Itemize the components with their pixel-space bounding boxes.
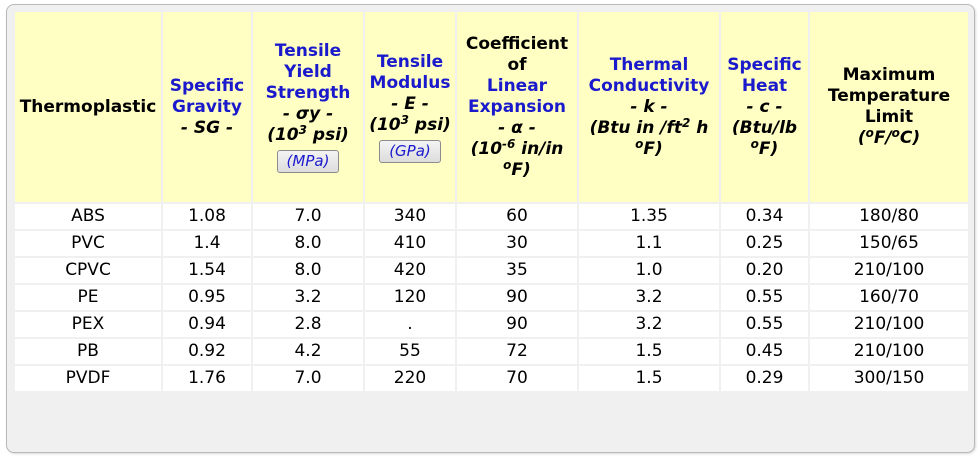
cell-linear-expansion: 60 xyxy=(457,204,577,229)
cell-thermal-conductivity: 1.5 xyxy=(579,339,719,364)
header-tensile-modulus-unit: (103 psi) xyxy=(369,112,451,135)
header-linear-expansion-symbol: - α - xyxy=(498,117,536,138)
cell-specific-gravity: 0.94 xyxy=(163,312,251,337)
header-tensile-yield-strength-unit: (103 psi) xyxy=(267,123,349,145)
cell-tensile-yield-strength: 2.8 xyxy=(253,312,363,337)
header-tensile-yield-strength-symbol: - σy - xyxy=(282,104,334,124)
cell-tensile-yield-strength: 4.2 xyxy=(253,339,363,364)
header-specific-heat-symbol: - c - xyxy=(746,96,783,117)
cell-specific-gravity: 1.08 xyxy=(163,204,251,229)
header-thermal-conductivity-symbol: - k - xyxy=(630,96,668,117)
cell-linear-expansion: 70 xyxy=(457,366,577,391)
header-linear-expansion: Coefficient of Linear Expansion - α - (1… xyxy=(457,12,577,202)
header-specific-gravity-name: Specific Gravity xyxy=(169,75,245,117)
cell-tensile-yield-strength: 8.0 xyxy=(253,258,363,283)
cell-linear-expansion: 30 xyxy=(457,231,577,256)
header-tensile-modulus-name: Tensile Modulus xyxy=(369,51,451,93)
cell-max-temperature: 210/100 xyxy=(810,312,968,337)
cell-tensile-modulus: 410 xyxy=(365,231,455,256)
header-tensile-yield-strength: Tensile Yield Strength - σy - (103 psi) … xyxy=(253,12,363,202)
header-specific-heat-unit: (Btu/lb oF) xyxy=(731,117,798,159)
cell-max-temperature: 160/70 xyxy=(810,285,968,310)
cell-max-temperature: 180/80 xyxy=(810,204,968,229)
cell-thermoplastic: PB xyxy=(15,339,161,364)
cell-max-temperature: 210/100 xyxy=(810,339,968,364)
cell-max-temperature: 300/150 xyxy=(810,366,968,391)
table-row: ABS 1.08 7.0 340 60 1.35 0.34 180/80 xyxy=(15,204,968,229)
cell-tensile-yield-strength: 3.2 xyxy=(253,285,363,310)
cell-tensile-modulus: 220 xyxy=(365,366,455,391)
cell-specific-heat: 0.34 xyxy=(721,204,808,229)
cell-thermoplastic: ABS xyxy=(15,204,161,229)
table-row: PEX 0.94 2.8. 90 3.2 0.55 210/100 xyxy=(15,312,968,337)
header-specific-heat: Specific Heat - c - (Btu/lb oF) xyxy=(721,12,808,202)
table-row: CPVC 1.54 8.0 420 35 1.0 0.20 210/100 xyxy=(15,258,968,283)
cell-tensile-yield-strength: 8.0 xyxy=(253,231,363,256)
cell-specific-gravity: 0.92 xyxy=(163,339,251,364)
cell-tensile-modulus: 120 xyxy=(365,285,455,310)
header-tensile-yield-strength-name: Tensile Yield Strength xyxy=(265,41,351,103)
cell-linear-expansion: 90 xyxy=(457,285,577,310)
cell-specific-gravity: 1.4 xyxy=(163,231,251,256)
mpa-unit-button[interactable]: (MPa) xyxy=(276,150,340,173)
cell-tensile-yield-strength: 7.0 xyxy=(253,366,363,391)
header-specific-gravity: Specific Gravity - SG - xyxy=(163,12,251,202)
cell-tensile-modulus: 55 xyxy=(365,339,455,364)
cell-specific-gravity: 1.54 xyxy=(163,258,251,283)
cell-thermoplastic: PE xyxy=(15,285,161,310)
cell-linear-expansion: 72 xyxy=(457,339,577,364)
cell-thermoplastic: PVDF xyxy=(15,366,161,391)
header-tensile-modulus: Tensile Modulus - E - (103 psi) (GPa) xyxy=(365,12,455,202)
cell-thermal-conductivity: 1.1 xyxy=(579,231,719,256)
cell-specific-heat: 0.25 xyxy=(721,231,808,256)
cell-specific-heat: 0.29 xyxy=(721,366,808,391)
cell-thermoplastic: PVC xyxy=(15,231,161,256)
header-specific-gravity-symbol: - SG - xyxy=(180,117,234,138)
cell-thermal-conductivity: 1.0 xyxy=(579,258,719,283)
header-row: Thermoplastic Specific Gravity - SG - Te… xyxy=(15,12,968,202)
table-row: PE 0.95 3.2 120 90 3.2 0.55 160/70 xyxy=(15,285,968,310)
cell-tensile-modulus: 340 xyxy=(365,204,455,229)
cell-max-temperature: 210/100 xyxy=(810,258,968,283)
header-thermoplastic-name: Thermoplastic xyxy=(19,96,157,117)
table-body: ABS 1.08 7.0 340 60 1.35 0.34 180/80 PVC 1.4 8.0 41… xyxy=(15,204,968,391)
cell-specific-heat: 0.20 xyxy=(721,258,808,283)
cell-thermal-conductivity: 3.2 xyxy=(579,312,719,337)
table-row: PVC 1.4 8.0 410 30 1.1 0.25 150/65 xyxy=(15,231,968,256)
header-linear-expansion-name-top: Coefficient of xyxy=(465,33,569,75)
cell-specific-heat: 0.45 xyxy=(721,339,808,364)
header-max-temperature-unit: (oF/oC) xyxy=(857,126,921,148)
cell-thermal-conductivity: 1.35 xyxy=(579,204,719,229)
cell-tensile-yield-strength: 7.0 xyxy=(253,204,363,229)
table-row: PB 0.92 4.2 55 72 1.5 0.45 210/100 xyxy=(15,339,968,364)
header-max-temperature-name: Maximum Temperature Limit xyxy=(827,65,951,127)
cell-tensile-modulus: 420 xyxy=(365,258,455,283)
cell-thermoplastic: CPVC xyxy=(15,258,161,283)
cell-specific-gravity: 1.76 xyxy=(163,366,251,391)
header-linear-expansion-name: Linear Expansion xyxy=(467,75,567,117)
cell-linear-expansion: 35 xyxy=(457,258,577,283)
cell-specific-heat: 0.55 xyxy=(721,285,808,310)
header-max-temperature: Maximum Temperature Limit (oF/oC) xyxy=(810,12,968,202)
header-thermal-conductivity: Thermal Conductivity - k - (Btu in /ft2 … xyxy=(579,12,719,202)
gpa-unit-button[interactable]: (GPa) xyxy=(379,139,441,163)
cell-thermal-conductivity: 3.2 xyxy=(579,285,719,310)
header-thermoplastic: Thermoplastic xyxy=(15,12,161,202)
header-tensile-modulus-symbol: - E - xyxy=(391,93,429,114)
header-thermal-conductivity-unit: (Btu in /ft2 h oF) xyxy=(589,115,709,159)
thermoplastics-properties-table: Thermoplastic Specific Gravity - SG - Te… xyxy=(13,10,970,393)
cell-tensile-modulus: . xyxy=(365,312,455,337)
table-frame: Thermoplastic Specific Gravity - SG - Te… xyxy=(6,4,975,453)
cell-thermoplastic: PEX xyxy=(15,312,161,337)
cell-specific-gravity: 0.95 xyxy=(163,285,251,310)
cell-specific-heat: 0.55 xyxy=(721,312,808,337)
cell-thermal-conductivity: 1.5 xyxy=(579,366,719,391)
header-specific-heat-name: Specific Heat xyxy=(727,54,802,96)
table-row: PVDF 1.76 7.0 220 70 1.5 0.29 300/150 xyxy=(15,366,968,391)
cell-max-temperature: 150/65 xyxy=(810,231,968,256)
header-linear-expansion-unit: (10-6 in/in oF) xyxy=(470,136,564,180)
header-thermal-conductivity-name: Thermal Conductivity xyxy=(588,54,710,96)
cell-linear-expansion: 90 xyxy=(457,312,577,337)
